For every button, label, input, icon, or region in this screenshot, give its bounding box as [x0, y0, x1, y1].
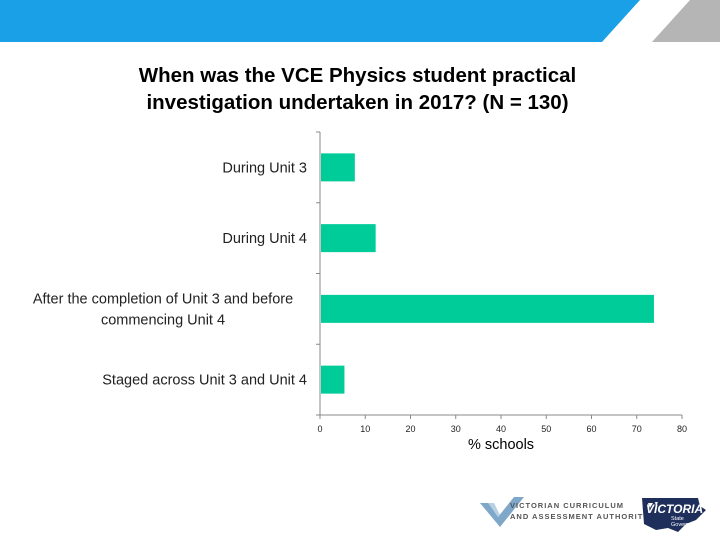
victoria-logo-subtext: State Government	[671, 516, 702, 528]
x-tick-label: 10	[360, 424, 370, 434]
category-label-line: During Unit 3	[222, 160, 307, 176]
category-label-line: During Unit 4	[222, 231, 307, 247]
bar	[321, 224, 376, 253]
category-label: Staged across Unit 3 and Unit 4	[102, 373, 307, 389]
category-label: During Unit 3	[222, 160, 307, 176]
category-label-line: commencing Unit 4	[101, 312, 225, 328]
x-tick-label: 40	[496, 424, 506, 434]
bar	[321, 294, 654, 323]
x-tick-label: 20	[405, 424, 415, 434]
x-tick-label: 30	[451, 424, 461, 434]
category-label-line: After the completion of Unit 3 and befor…	[33, 291, 293, 307]
category-label-line: Staged across Unit 3 and Unit 4	[102, 373, 307, 389]
bar	[321, 153, 355, 182]
x-axis-title: % schools	[468, 437, 534, 453]
banner-blue-band	[0, 0, 640, 42]
victoria-map-icon	[642, 498, 706, 532]
x-tick-label: 70	[632, 424, 642, 434]
victoria-logo-text: VICTORIA	[646, 502, 704, 516]
category-label: During Unit 4	[222, 231, 307, 247]
vcaa-logo-text: VICTORIAN CURRICULUM AND ASSESSMENT AUTH…	[510, 501, 650, 521]
x-tick-label: 80	[677, 424, 687, 434]
top-banner	[0, 0, 720, 42]
x-tick-label: 50	[541, 424, 551, 434]
bar	[321, 365, 345, 394]
chart-title: When was the VCE Physics student practic…	[138, 64, 577, 114]
x-tick-label: 60	[586, 424, 596, 434]
category-label: After the completion of Unit 3 and befor…	[33, 291, 293, 328]
banner-grey-stripe	[652, 0, 720, 42]
vcaa-tick-icon	[480, 497, 524, 527]
x-tick-label: 0	[317, 424, 322, 434]
